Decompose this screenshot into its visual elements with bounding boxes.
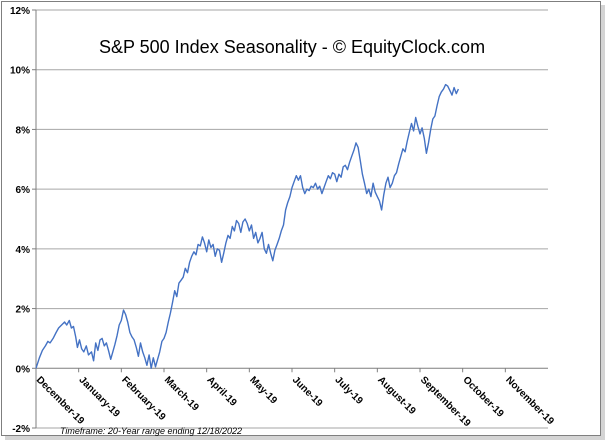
chart-frame — [1, 1, 601, 436]
x-tick-label: March-19 — [162, 375, 201, 414]
y-axis-ticks: -2% 0% 2% 4% 6% 8% 10% 12% — [10, 6, 36, 435]
y-tick-label: 12% — [10, 6, 30, 17]
x-tick-label: August-19 — [375, 375, 418, 418]
x-tick-label: January-19 — [77, 375, 122, 420]
y-tick-label: 8% — [16, 125, 31, 136]
y-tick-label: 10% — [10, 66, 30, 77]
y-tick-label: 4% — [16, 245, 31, 256]
y-tick-label: -2% — [12, 424, 30, 435]
y-tick-label: 6% — [16, 185, 31, 196]
x-tick-label: April-19 — [205, 375, 239, 409]
x-tick-label: May-19 — [247, 375, 279, 407]
frame-shadow-bottom — [5, 436, 605, 440]
x-tick-label: November-19 — [503, 375, 556, 428]
frame-shadow-right — [601, 5, 605, 439]
gridlines — [36, 9, 548, 429]
chart-footnote: Timeframe: 20-Year range ending 12/18/20… — [60, 426, 242, 436]
series-line-sp500 — [35, 83, 460, 369]
chart-title: S&P 500 Index Seasonality - © EquityCloc… — [99, 37, 485, 57]
x-tick-label: June-19 — [290, 375, 325, 410]
x-axis-ticks: December-19January-19February-19March-19… — [34, 368, 556, 429]
y-tick-label: 2% — [16, 305, 31, 316]
x-tick-label: February-19 — [119, 375, 168, 424]
y-tick-label: 0% — [16, 364, 31, 375]
x-tick-label: July-19 — [333, 375, 365, 407]
x-tick-label: October-19 — [461, 375, 506, 420]
